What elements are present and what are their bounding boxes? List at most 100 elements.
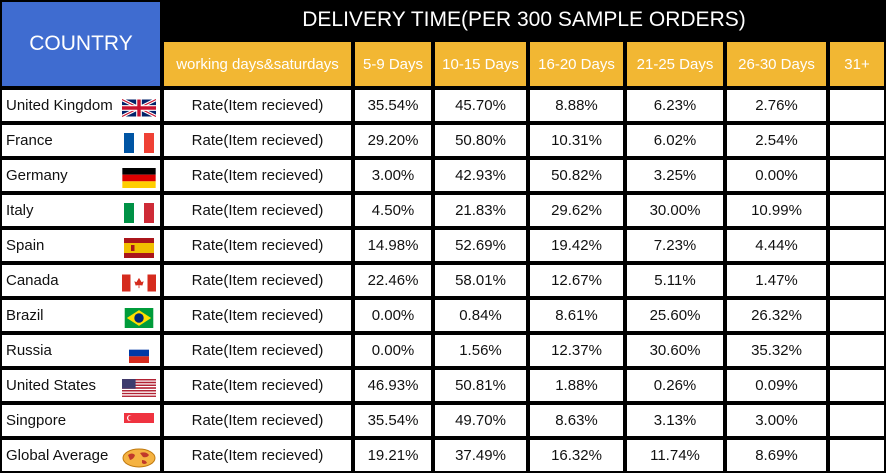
value-cell: 46.93% [353, 368, 433, 403]
value-cell: 0.00% [353, 333, 433, 368]
column-header-1: 5-9 Days [353, 40, 433, 88]
brazil-flag-icon [122, 308, 156, 328]
value-cell [828, 438, 886, 473]
value-cell: 30.60% [625, 333, 725, 368]
country-cell: Italy [0, 193, 162, 228]
rate-label-cell: Rate(Item recieved) [162, 123, 353, 158]
country-name: Spain [6, 237, 45, 254]
rate-label-cell: Rate(Item recieved) [162, 438, 353, 473]
table-row: Spain Rate(Item recieved) 14.98% 52.69% 19.4… [0, 228, 886, 263]
uk-flag-icon [122, 98, 156, 118]
value-cell [828, 88, 886, 123]
value-cell: 30.00% [625, 193, 725, 228]
table-row: Russia Rate(Item recieved) 0.00% 1.56% 12.37… [0, 333, 886, 368]
column-header-0: working days&saturdays [162, 40, 353, 88]
country-cell: Russia [0, 333, 162, 368]
country-header: COUNTRY [0, 0, 162, 88]
country-name: France [6, 132, 53, 149]
rate-label-cell: Rate(Item recieved) [162, 298, 353, 333]
singapore-flag-icon [122, 413, 156, 433]
column-header-3: 16-20 Days [528, 40, 625, 88]
country-cell: Singpore [0, 403, 162, 438]
value-cell: 6.23% [625, 88, 725, 123]
value-cell: 29.62% [528, 193, 625, 228]
value-cell: 37.49% [433, 438, 528, 473]
country-name: United States [6, 377, 97, 394]
value-cell: 25.60% [625, 298, 725, 333]
spain-flag-icon [122, 238, 156, 258]
rate-label-cell: Rate(Item recieved) [162, 263, 353, 298]
table-row: Singpore Rate(Item recieved) 35.54% 49.70% 8… [0, 403, 886, 438]
value-cell: 58.01% [433, 263, 528, 298]
column-header-6: 31+ [828, 40, 886, 88]
country-cell: Canada [0, 263, 162, 298]
value-cell: 8.69% [725, 438, 828, 473]
canada-flag-icon [122, 273, 156, 293]
table-row: Canada Rate(Item recieved) 22.46% 58.01% 12.… [0, 263, 886, 298]
country-cell: Germany [0, 158, 162, 193]
value-cell [828, 158, 886, 193]
value-cell: 50.80% [433, 123, 528, 158]
value-cell: 0.00% [353, 298, 433, 333]
column-header-2: 10-15 Days [433, 40, 528, 88]
country-name: United Kingdom [6, 97, 113, 114]
country-name: Global Average [6, 447, 109, 464]
germany-flag-icon [122, 168, 156, 188]
value-cell: 0.09% [725, 368, 828, 403]
value-cell: 2.76% [725, 88, 828, 123]
country-cell: United Kingdom [0, 88, 162, 123]
value-cell: 10.99% [725, 193, 828, 228]
value-cell: 52.69% [433, 228, 528, 263]
country-name: Brazil [6, 307, 44, 324]
value-cell: 8.61% [528, 298, 625, 333]
value-cell: 0.00% [725, 158, 828, 193]
rate-label-cell: Rate(Item recieved) [162, 88, 353, 123]
value-cell: 16.32% [528, 438, 625, 473]
value-cell: 26.32% [725, 298, 828, 333]
table-title: DELIVERY TIME(PER 300 SAMPLE ORDERS) [162, 0, 886, 40]
globe-icon [122, 448, 156, 468]
country-cell: United States [0, 368, 162, 403]
value-cell [828, 368, 886, 403]
value-cell: 12.67% [528, 263, 625, 298]
value-cell: 42.93% [433, 158, 528, 193]
country-name: Singpore [6, 412, 67, 429]
value-cell: 14.98% [353, 228, 433, 263]
value-cell [828, 228, 886, 263]
value-cell: 35.54% [353, 403, 433, 438]
value-cell: 3.13% [625, 403, 725, 438]
table-row: Brazil Rate(Item recieved) 0.00% 0.84% 8.61%… [0, 298, 886, 333]
table-row: Italy Rate(Item recieved) 4.50% 21.83% 29.62… [0, 193, 886, 228]
column-header-4: 21-25 Days [625, 40, 725, 88]
country-cell: France [0, 123, 162, 158]
country-cell: Brazil [0, 298, 162, 333]
value-cell: 4.50% [353, 193, 433, 228]
country-cell: Spain [0, 228, 162, 263]
value-cell: 22.46% [353, 263, 433, 298]
value-cell: 50.82% [528, 158, 625, 193]
country-name: Russia [6, 342, 52, 359]
rate-label-cell: Rate(Item recieved) [162, 193, 353, 228]
value-cell: 35.54% [353, 88, 433, 123]
value-cell: 6.02% [625, 123, 725, 158]
value-cell: 21.83% [433, 193, 528, 228]
value-cell [828, 403, 886, 438]
value-cell [828, 333, 886, 368]
rate-label-cell: Rate(Item recieved) [162, 403, 353, 438]
value-cell: 0.84% [433, 298, 528, 333]
value-cell: 8.63% [528, 403, 625, 438]
value-cell: 0.26% [625, 368, 725, 403]
value-cell: 5.11% [625, 263, 725, 298]
country-name: Italy [6, 202, 34, 219]
value-cell: 29.20% [353, 123, 433, 158]
value-cell: 1.88% [528, 368, 625, 403]
country-name: Germany [6, 167, 68, 184]
value-cell: 11.74% [625, 438, 725, 473]
country-name: Canada [6, 272, 59, 289]
value-cell: 50.81% [433, 368, 528, 403]
table-row: United Kingdom Rate(Item recieved) 35.54% 4… [0, 88, 886, 123]
value-cell: 19.42% [528, 228, 625, 263]
country-cell: Global Average [0, 438, 162, 473]
value-cell: 35.32% [725, 333, 828, 368]
